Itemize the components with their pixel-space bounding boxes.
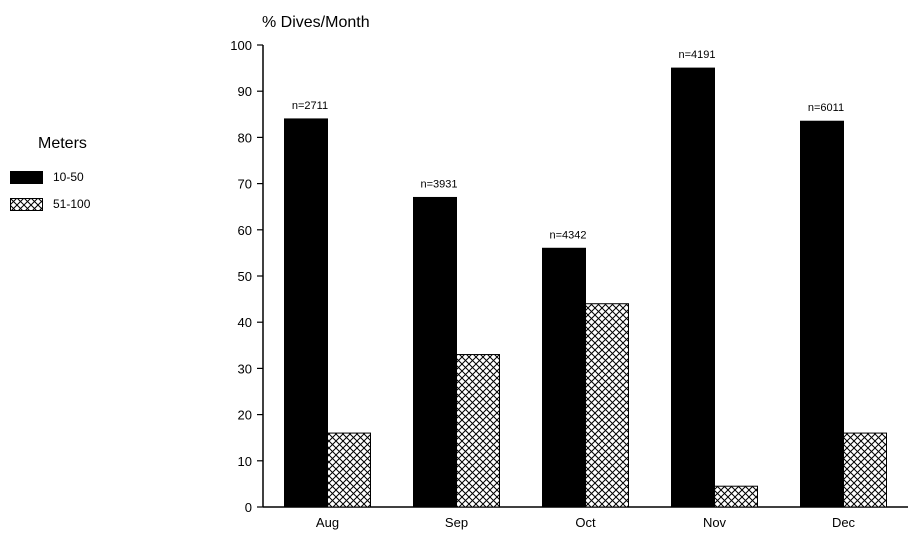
bar-51-100 — [714, 485, 758, 508]
chart-title: % Dives/Month — [262, 14, 370, 31]
bars — [284, 67, 887, 508]
y-tick-label: 70 — [238, 177, 252, 192]
y-tick-label: 60 — [238, 223, 252, 238]
legend-item-10-50: 10-50 — [10, 167, 90, 187]
y-tick-label: 30 — [238, 361, 252, 376]
legend-swatch-crosshatch — [10, 197, 43, 211]
x-tick-label: Nov — [703, 515, 727, 530]
x-tick-label: Aug — [316, 515, 339, 530]
legend-label: 10-50 — [53, 170, 84, 184]
n-annotation: n=6011 — [808, 102, 844, 114]
x-tick-label: Oct — [575, 515, 596, 530]
bar-10-50 — [542, 247, 586, 508]
x-tick-label: Dec — [832, 515, 856, 530]
n-annotation: n=3931 — [420, 178, 457, 190]
y-tick-label: 0 — [245, 500, 252, 515]
legend-item-51-100: 51-100 — [10, 194, 90, 214]
bar-51-100 — [585, 303, 629, 508]
legend-title: Meters — [38, 135, 87, 152]
legend-swatch-solid — [10, 170, 43, 184]
legend: Meters 10-50 51-100 — [10, 135, 90, 221]
y-tick-label: 100 — [230, 38, 252, 53]
y-tick-label: 90 — [238, 84, 252, 99]
bar-51-100 — [327, 432, 371, 508]
bar-10-50 — [413, 196, 457, 508]
y-tick-label: 50 — [238, 269, 252, 284]
n-annotation: n=4342 — [549, 229, 586, 241]
bar-51-100 — [843, 432, 887, 508]
y-tick-label: 20 — [238, 408, 252, 423]
bar-10-50 — [671, 67, 715, 508]
bar-10-50 — [284, 118, 328, 508]
y-tick-label: 80 — [238, 130, 252, 145]
bar-10-50 — [800, 120, 844, 508]
bar-51-100 — [456, 354, 500, 508]
y-tick-label: 40 — [238, 315, 252, 330]
n-annotation: n=4191 — [678, 49, 715, 61]
labels: Aug n=2711 Sep n=3931 Oct n=4342 Nov n=4191 Dec n… — [292, 49, 856, 530]
n-annotation: n=2711 — [292, 100, 328, 112]
x-tick-label: Sep — [445, 515, 468, 530]
legend-label: 51-100 — [53, 197, 91, 211]
y-tick-label: 10 — [238, 454, 252, 469]
